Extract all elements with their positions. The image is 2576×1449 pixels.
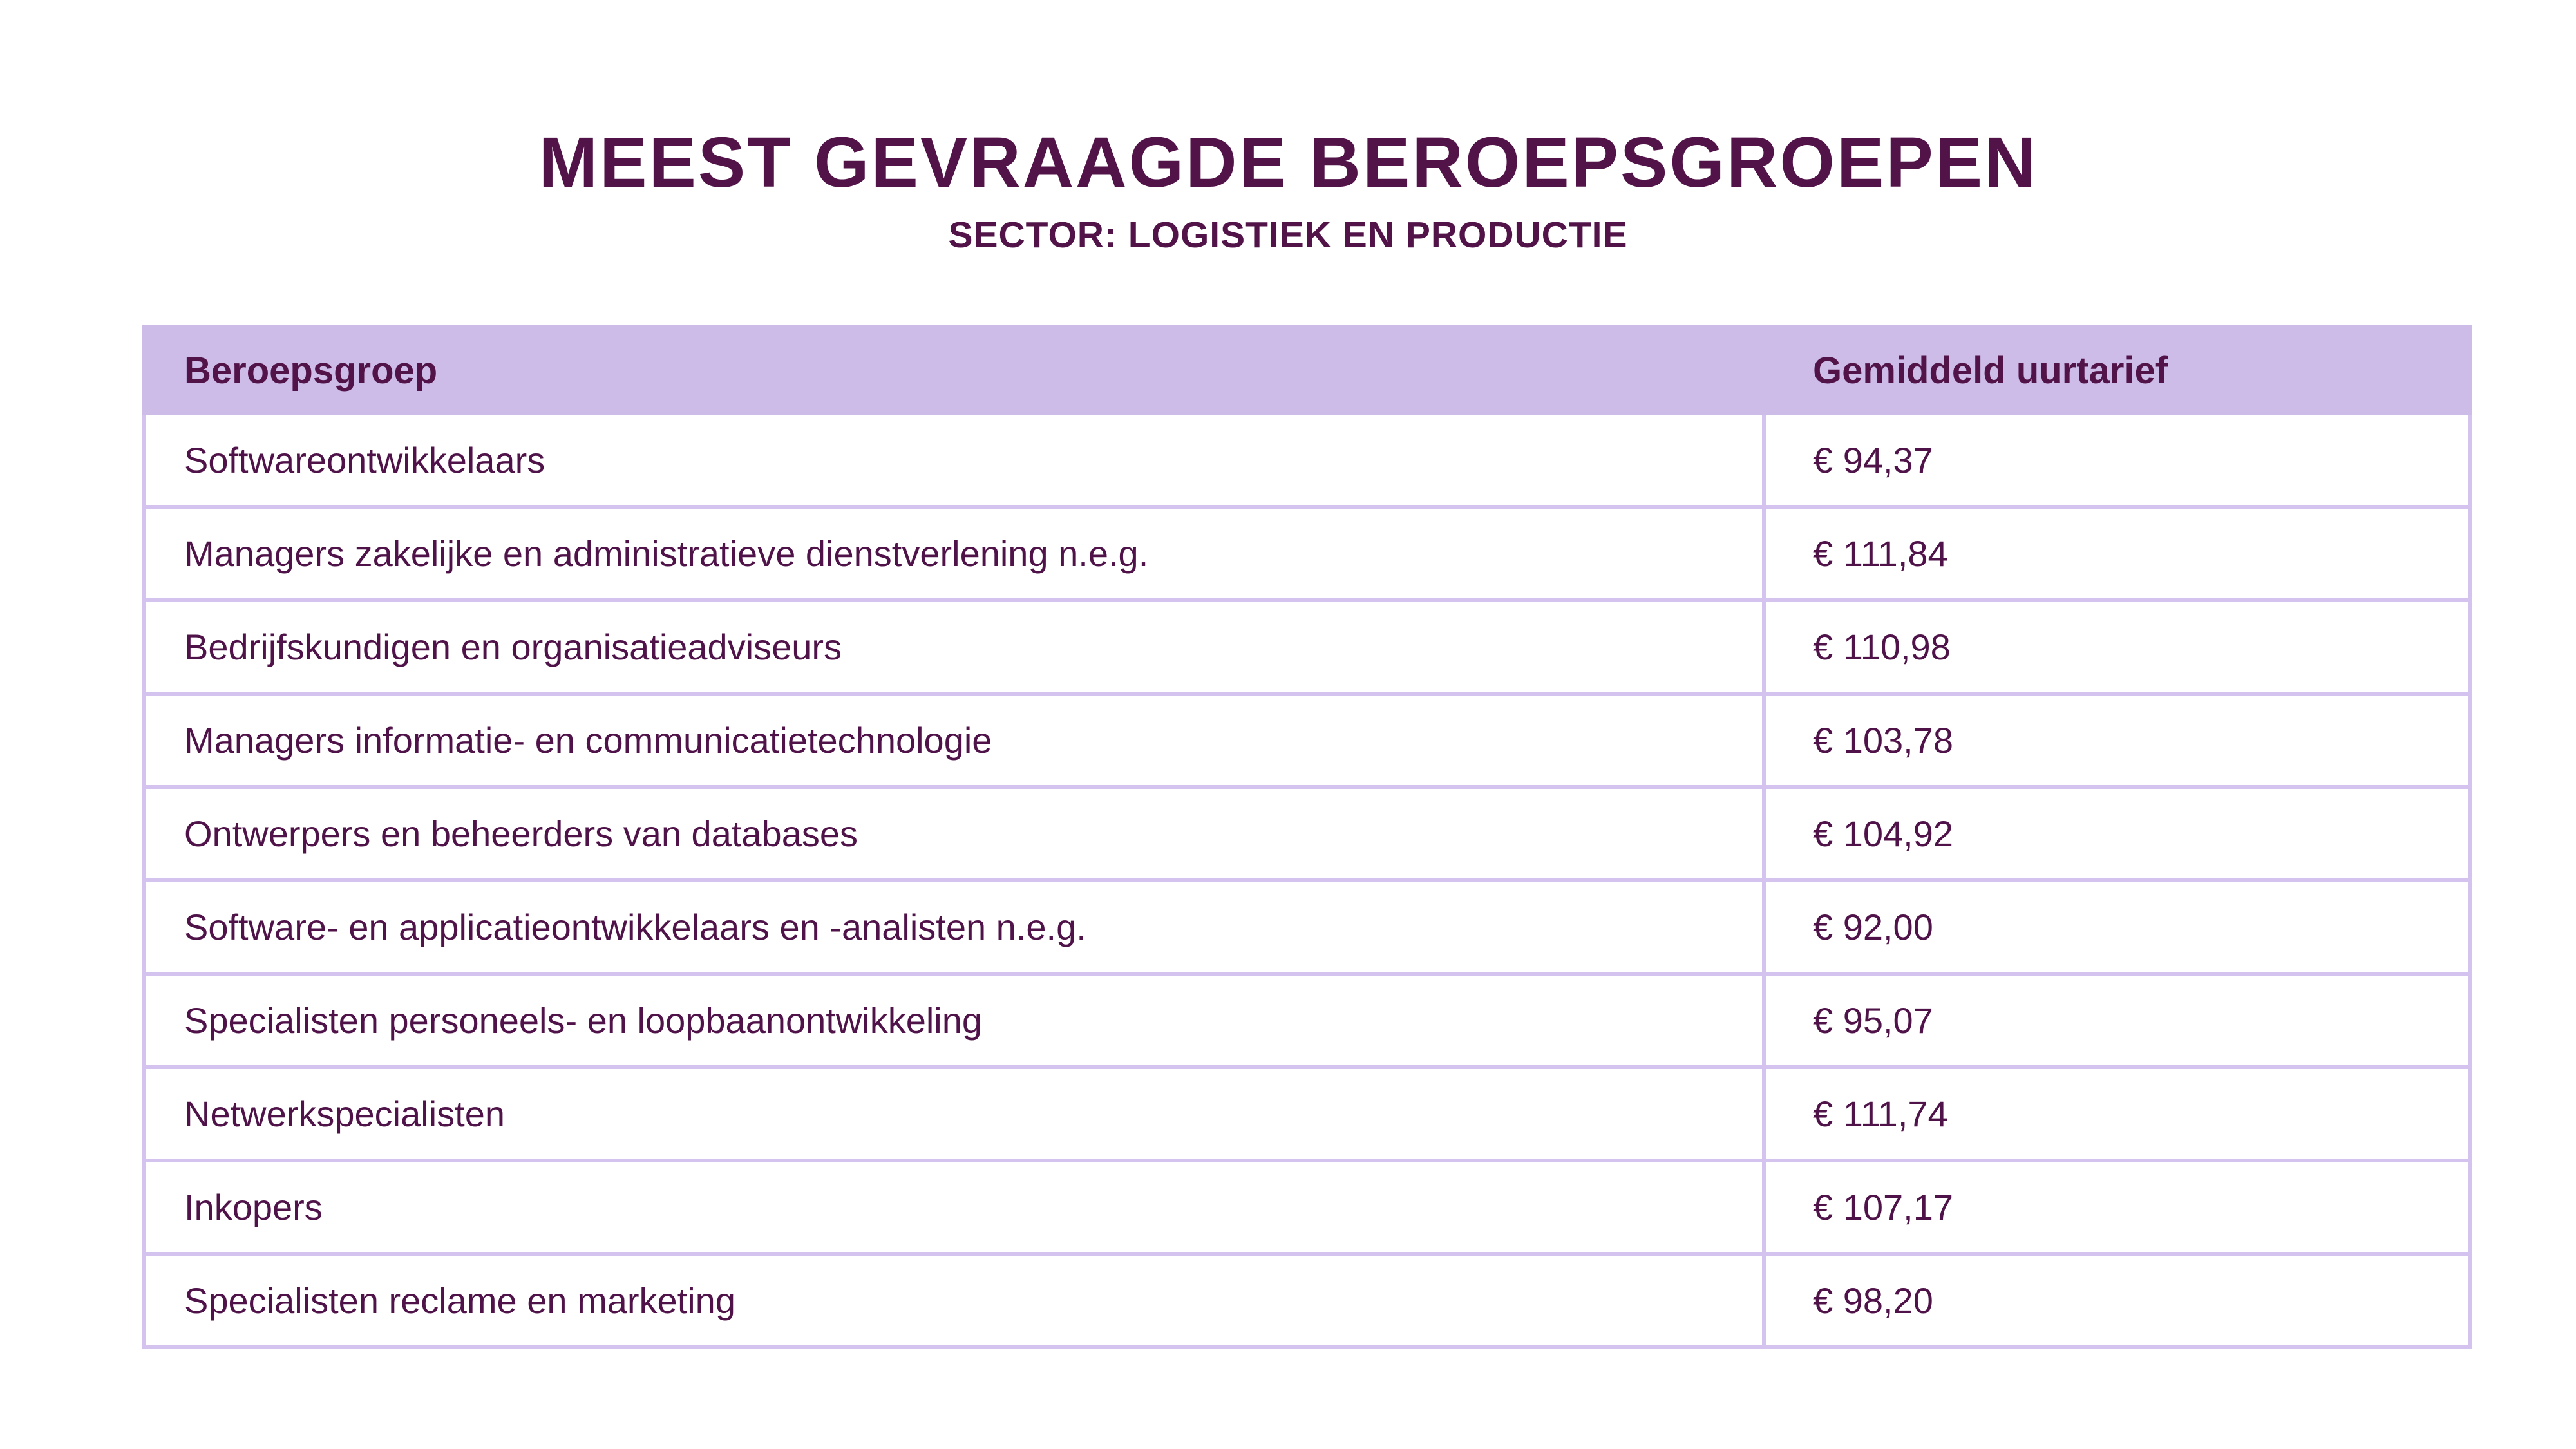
rate-cell: € 107,17	[1762, 1162, 2468, 1252]
profession-cell: Specialisten personeels- en loopbaanontw…	[184, 1000, 983, 1041]
rate-cell: € 111,84	[1762, 509, 2468, 598]
profession-cell: Inkopers	[184, 1187, 323, 1227]
rate-cell: € 103,78	[1762, 696, 2468, 785]
profession-cell: Software- en applicatieontwikkelaars en …	[184, 907, 1086, 947]
profession-cell: Softwareontwikkelaars	[184, 440, 545, 480]
rate-cell: € 111,74	[1762, 1069, 2468, 1159]
column-header-uurtarief: Gemiddeld uurtarief	[1813, 349, 2168, 392]
profession-cell: Ontwerpers en beheerders van databases	[184, 813, 858, 854]
table-row: Specialisten reclame en marketing € 98,2…	[146, 1256, 2468, 1345]
table-header-row: Beroepsgroep Gemiddeld uurtarief	[142, 325, 2472, 415]
profession-cell: Managers zakelijke en administratieve di…	[184, 533, 1149, 574]
profession-cell: Bedrijfskundigen en organisatieadviseurs	[184, 627, 842, 667]
table-row: Managers zakelijke en administratieve di…	[146, 509, 2468, 602]
table-row: Ontwerpers en beheerders van databases €…	[146, 789, 2468, 882]
table-row: Netwerkspecialisten € 111,74	[146, 1069, 2468, 1162]
rate-cell: € 95,07	[1762, 976, 2468, 1065]
profession-cell: Managers informatie- en communicatietech…	[184, 720, 992, 761]
rate-cell: € 94,37	[1762, 415, 2468, 505]
page-subtitle: SECTOR: LOGISTIEK EN PRODUCTIE	[948, 214, 1628, 256]
rate-cell: € 110,98	[1762, 602, 2468, 692]
table-row: Bedrijfskundigen en organisatieadviseurs…	[146, 602, 2468, 696]
page-title: MEEST GEVRAAGDE BEROEPSGROEPEN	[538, 123, 2038, 202]
rate-cell: € 104,92	[1762, 789, 2468, 878]
table-row: Inkopers € 107,17	[146, 1162, 2468, 1256]
profession-cell: Specialisten reclame en marketing	[184, 1280, 735, 1321]
rate-cell: € 98,20	[1762, 1256, 2468, 1345]
table-row: Managers informatie- en communicatietech…	[146, 696, 2468, 789]
rate-cell: € 92,00	[1762, 882, 2468, 972]
rates-table: Beroepsgroep Gemiddeld uurtarief Softwar…	[142, 325, 2472, 1349]
table-row: Softwareontwikkelaars € 94,37	[146, 415, 2468, 509]
profession-cell: Netwerkspecialisten	[184, 1094, 505, 1134]
column-header-beroepsgroep: Beroepsgroep	[184, 349, 438, 392]
table-row: Software- en applicatieontwikkelaars en …	[146, 882, 2468, 976]
table-row: Specialisten personeels- en loopbaanontw…	[146, 976, 2468, 1069]
